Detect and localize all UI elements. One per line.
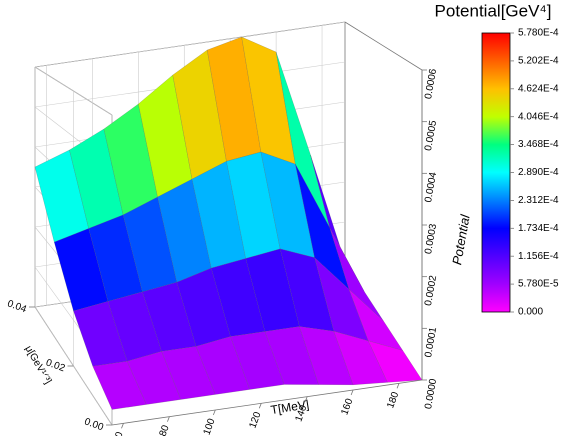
x-tick [212, 409, 216, 416]
z-tick-label: 0.0001 [423, 326, 439, 358]
colorbar-tick-label: 1.156E-4 [518, 251, 559, 262]
colorbar-tick-label: 1.734E-4 [518, 223, 559, 234]
x-tick-label: 160 [339, 397, 355, 417]
colorbar-tick-label: 2.890E-4 [518, 167, 559, 178]
x-tick [121, 423, 124, 429]
z-tick-label: 0.0000 [423, 378, 439, 410]
z-axis-label: Potential [449, 213, 473, 267]
y-tick-label: 0.00 [83, 416, 105, 433]
colorbar-tick-label: 5.780E-4 [518, 28, 559, 39]
z-tick-label: 0.0002 [423, 274, 439, 306]
chart-title: Potential[GeV⁴] [435, 1, 552, 20]
x-tick-label: 180 [385, 390, 401, 410]
grid-line [34, 21, 346, 68]
colorbar-tick-label: 5.780E-5 [518, 279, 559, 290]
colorbar-tick-label: 3.468E-4 [518, 139, 559, 150]
x-tick-label: 80 [158, 423, 172, 436]
colorbar-tick-label: 4.046E-4 [518, 111, 559, 122]
surface-patch [367, 340, 423, 383]
x-tick-label: 120 [248, 410, 264, 430]
x-tick-label: 100 [202, 417, 218, 436]
colorbar-tick-label: 4.624E-4 [518, 83, 559, 94]
x-tick [304, 396, 308, 402]
colorbar [481, 32, 511, 313]
colorbar-tick-label: 2.312E-4 [518, 195, 559, 206]
z-tick-label: 0.0006 [423, 68, 439, 100]
x-tick-label: 140 [293, 403, 309, 423]
colorbar-tick-label: 5.202E-4 [518, 56, 559, 67]
z-tick-label: 0.0005 [423, 119, 439, 151]
z-tick-label: 0.0003 [423, 223, 439, 255]
box-edge [344, 21, 423, 71]
x-tick [167, 416, 170, 422]
x-tick [350, 389, 354, 396]
colorbar-tick-label: 0.000 [518, 307, 543, 318]
x-axis-label: T[MeV] [270, 397, 310, 417]
x-tick [258, 403, 262, 409]
x-axis-line [111, 379, 423, 426]
surface-patch [348, 289, 404, 351]
x-tick-label: 60 [112, 430, 126, 436]
x-tick [396, 383, 400, 389]
y-tick-label: 0.04 [6, 298, 28, 315]
z-tick-label: 0.0004 [423, 171, 439, 203]
